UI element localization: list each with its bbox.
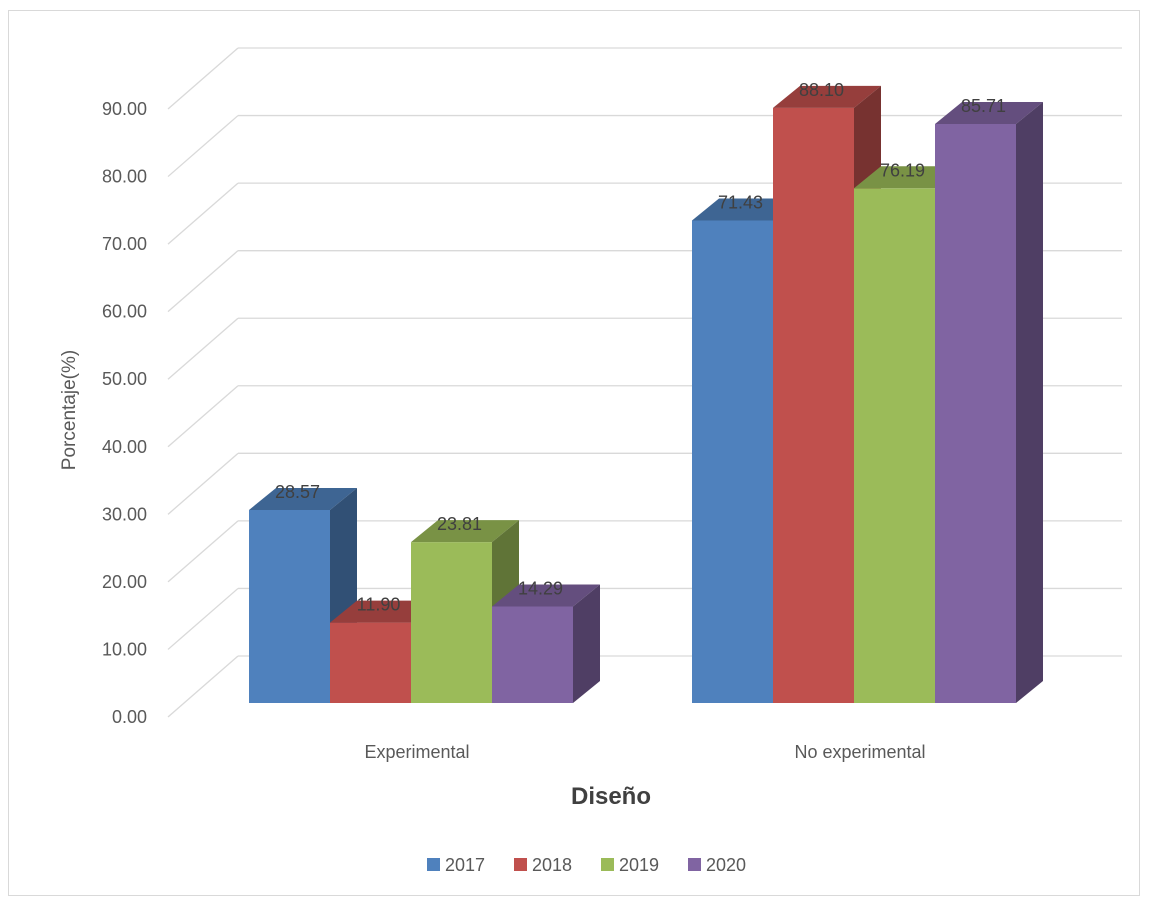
x-axis-title: Diseño — [571, 783, 651, 810]
x-category-label: Experimental — [364, 742, 469, 762]
y-tick-label: 50.00 — [102, 369, 147, 389]
bar-front — [935, 123, 1016, 704]
data-label: 28.57 — [275, 482, 320, 502]
bar-2019-experimental — [411, 520, 519, 703]
gridline-diagonal — [167, 47, 239, 110]
bar-front — [492, 606, 573, 703]
legend-label: 2017 — [445, 855, 485, 875]
bar-side — [573, 584, 600, 703]
gridline-diagonal — [167, 587, 239, 650]
legend-label: 2020 — [706, 855, 746, 875]
data-label: 88.10 — [799, 80, 844, 100]
bar-side — [1016, 101, 1043, 704]
bar-front — [330, 622, 411, 703]
y-tick-label: 60.00 — [102, 302, 147, 322]
legend-item-2019: 2019 — [601, 855, 659, 875]
data-label: 71.43 — [718, 192, 763, 212]
y-tick-label: 20.00 — [102, 572, 147, 592]
y-axis-title: Porcentaje(%) — [59, 350, 80, 470]
y-axis-ticks: 0.00 10.00 20.00 30.00 40.00 50.00 60.00 70.00 8… — [102, 99, 147, 727]
legend-swatch — [427, 858, 440, 871]
legend-label: 2018 — [532, 855, 572, 875]
bar-front — [249, 509, 330, 703]
bar-top — [411, 520, 519, 543]
bars — [249, 85, 1043, 704]
gridline-diagonal — [167, 250, 239, 313]
gridline-diagonal — [167, 385, 239, 448]
y-tick-label: 30.00 — [102, 504, 147, 524]
gridline-diagonal — [167, 452, 239, 515]
legend-item-2017: 2017 — [427, 855, 485, 875]
gridline-diagonal — [167, 520, 239, 583]
bar-2020-experimental — [492, 584, 600, 703]
bar-front — [773, 107, 854, 703]
legend-swatch — [601, 858, 614, 871]
legend-item-2020: 2020 — [688, 855, 746, 875]
data-label: 85.71 — [961, 96, 1006, 116]
y-tick-label: 70.00 — [102, 234, 147, 254]
y-tick-label: 90.00 — [102, 99, 147, 119]
gridline-diagonal — [167, 317, 239, 380]
legend-item-2018: 2018 — [514, 855, 572, 875]
data-label: 11.90 — [357, 595, 401, 615]
gridline-diagonal — [167, 115, 239, 178]
legend: 2017 2018 2019 2020 — [427, 855, 746, 875]
bar-2020-no-experimental — [935, 101, 1043, 704]
legend-label: 2019 — [619, 855, 659, 875]
y-tick-label: 40.00 — [102, 437, 147, 457]
y-tick-label: 0.00 — [112, 707, 147, 727]
bar-top — [249, 487, 357, 510]
gridline-diagonal — [167, 182, 239, 245]
legend-swatch — [688, 858, 701, 871]
x-axis-categories: Experimental No experimental — [364, 742, 925, 762]
data-label: 23.81 — [437, 514, 482, 534]
bar-top — [935, 101, 1043, 124]
bar-top — [492, 584, 600, 607]
data-label: 76.19 — [880, 160, 925, 180]
y-tick-label: 80.00 — [102, 167, 147, 187]
legend-swatch — [514, 858, 527, 871]
data-labels: 28.57 11.90 23.81 14.29 71.43 88.10 76.19 85.71 — [275, 80, 1006, 615]
y-tick-label: 10.00 — [102, 639, 147, 659]
bar-front — [692, 220, 773, 703]
bar-front — [411, 542, 492, 703]
gridline-diagonal — [167, 655, 239, 718]
x-category-label: No experimental — [794, 742, 925, 762]
bar-front — [854, 188, 935, 704]
bar-top — [773, 85, 881, 108]
data-label: 14.29 — [518, 578, 563, 598]
